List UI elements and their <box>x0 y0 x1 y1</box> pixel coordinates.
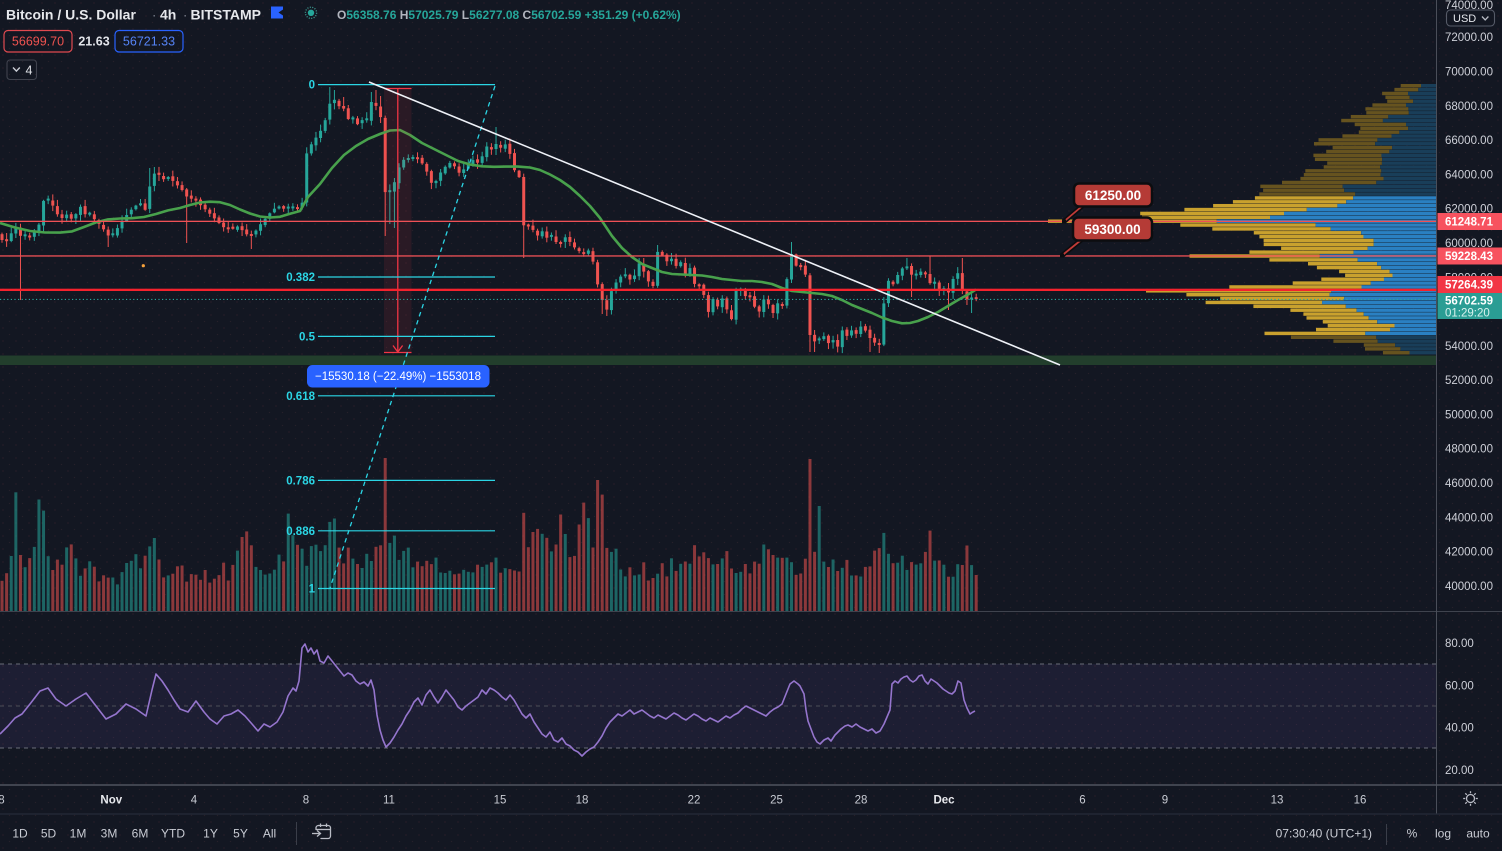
svg-text:46000.00: 46000.00 <box>1445 478 1493 490</box>
svg-text:18: 18 <box>576 795 589 807</box>
svg-text:21.63: 21.63 <box>78 35 109 49</box>
svg-text:YTD: YTD <box>161 827 185 841</box>
svg-text:5D: 5D <box>41 827 57 841</box>
svg-text:O56358.76 H57025.79 L56277.08: O56358.76 H57025.79 L56277.08 C56702.59 … <box>337 8 681 22</box>
svg-text:61248.71: 61248.71 <box>1445 217 1494 229</box>
svg-text:07:30:40 (UTC+1): 07:30:40 (UTC+1) <box>1276 827 1372 841</box>
svg-text:Dec: Dec <box>933 795 955 807</box>
svg-text:·: · <box>183 8 187 23</box>
svg-text:42000.00: 42000.00 <box>1445 547 1493 559</box>
svg-text:57264.39: 57264.39 <box>1445 280 1493 292</box>
svg-text:9: 9 <box>1162 795 1168 807</box>
svg-text:40.00: 40.00 <box>1445 723 1474 735</box>
svg-text:0.618: 0.618 <box>286 391 315 403</box>
svg-text:01:29:20: 01:29:20 <box>1445 308 1490 320</box>
svg-text:1: 1 <box>309 584 316 596</box>
svg-text:8: 8 <box>303 795 309 807</box>
svg-text:56702.59: 56702.59 <box>1445 296 1493 308</box>
svg-text:BITSTAMP: BITSTAMP <box>191 7 262 23</box>
svg-text:1M: 1M <box>70 827 87 841</box>
svg-text:62000.00: 62000.00 <box>1445 204 1493 216</box>
svg-text:0.382: 0.382 <box>286 272 315 284</box>
svg-text:66000.00: 66000.00 <box>1445 135 1493 147</box>
svg-text:80.00: 80.00 <box>1445 638 1474 650</box>
svg-text:8: 8 <box>0 795 5 807</box>
svg-text:4h: 4h <box>160 7 176 23</box>
svg-text:59300.00: 59300.00 <box>1084 222 1140 237</box>
svg-text:70000.00: 70000.00 <box>1445 67 1493 79</box>
svg-text:15: 15 <box>494 795 507 807</box>
svg-text:56699.70: 56699.70 <box>12 35 64 49</box>
svg-text:44000.00: 44000.00 <box>1445 512 1493 524</box>
svg-text:0.886: 0.886 <box>286 526 315 538</box>
svg-text:50000.00: 50000.00 <box>1445 409 1493 421</box>
svg-text:All: All <box>263 827 276 841</box>
svg-text:Bitcoin / U.S. Dollar: Bitcoin / U.S. Dollar <box>6 7 136 23</box>
svg-text:5Y: 5Y <box>233 827 248 841</box>
svg-text:59228.43: 59228.43 <box>1445 251 1493 263</box>
svg-text:11: 11 <box>383 795 395 807</box>
svg-text:0: 0 <box>309 80 315 92</box>
svg-text:64000.00: 64000.00 <box>1445 169 1493 181</box>
svg-text:20.00: 20.00 <box>1445 765 1474 777</box>
svg-text:1Y: 1Y <box>203 827 218 841</box>
svg-text:40000.00: 40000.00 <box>1445 581 1493 593</box>
svg-text:56721.33: 56721.33 <box>123 35 175 49</box>
svg-text:USD: USD <box>1453 13 1476 25</box>
svg-text:0.5: 0.5 <box>299 331 316 343</box>
svg-text:auto: auto <box>1466 827 1490 841</box>
svg-text:3M: 3M <box>101 827 118 841</box>
svg-text:·: · <box>152 8 156 23</box>
svg-text:68000.00: 68000.00 <box>1445 101 1493 113</box>
svg-text:22: 22 <box>688 795 701 807</box>
svg-text:0.786: 0.786 <box>286 475 315 487</box>
svg-text:72000.00: 72000.00 <box>1445 32 1493 44</box>
svg-text:log: log <box>1435 827 1451 841</box>
svg-text:4: 4 <box>191 795 198 807</box>
svg-text:74000.00: 74000.00 <box>1445 0 1493 12</box>
svg-text:60000.00: 60000.00 <box>1445 238 1493 250</box>
svg-text:6M: 6M <box>132 827 149 841</box>
svg-text:28: 28 <box>855 795 868 807</box>
svg-text:54000.00: 54000.00 <box>1445 341 1493 353</box>
svg-text:13: 13 <box>1271 795 1284 807</box>
svg-text:16: 16 <box>1354 795 1367 807</box>
svg-text:60.00: 60.00 <box>1445 680 1474 692</box>
svg-text:61250.00: 61250.00 <box>1085 188 1141 203</box>
svg-text:6: 6 <box>1079 795 1085 807</box>
svg-text:25: 25 <box>770 795 783 807</box>
svg-text:%: % <box>1407 827 1418 841</box>
svg-text:Nov: Nov <box>100 795 122 807</box>
svg-text:48000.00: 48000.00 <box>1445 444 1493 456</box>
svg-text:1D: 1D <box>12 827 28 841</box>
svg-text:−15530.18 (−22.49%) −1553018: −15530.18 (−22.49%) −1553018 <box>315 371 481 383</box>
svg-text:4: 4 <box>26 64 33 78</box>
svg-text:52000.00: 52000.00 <box>1445 375 1493 387</box>
